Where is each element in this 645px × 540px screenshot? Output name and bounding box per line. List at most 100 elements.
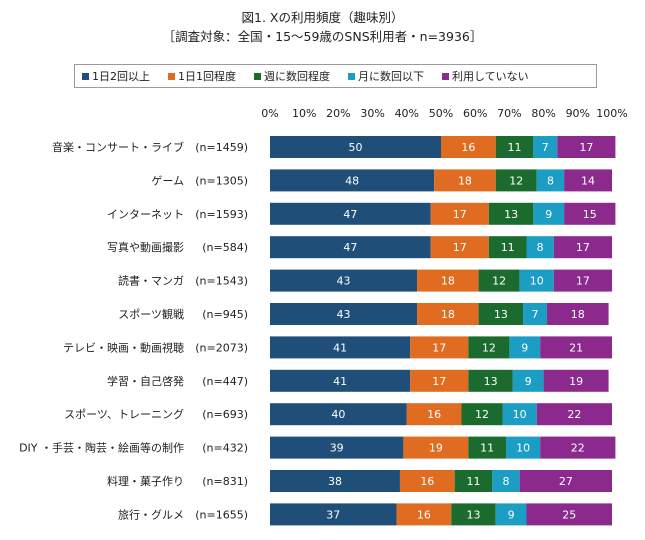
category-n-label: (n=1305) [195,174,248,187]
bar-segment [451,503,496,526]
category-n-label: (n=1655) [195,508,248,521]
data-label: 17 [576,241,590,254]
x-tick-label: 70% [497,107,521,120]
data-label: 12 [475,408,489,421]
data-label: 9 [508,508,515,521]
legend-item: 週に数回程度 [254,68,330,84]
data-label: 18 [441,275,455,288]
bar-segment [533,136,558,158]
category-label: ゲーム [151,174,184,187]
bar-segment [478,269,520,292]
data-label: 8 [547,174,554,187]
legend-label: 1日2回以上 [92,70,150,83]
category-n-label: (n=831) [202,475,248,488]
bar-segment [270,202,431,225]
legend-item: 1日1回程度 [168,68,236,84]
data-label: 17 [579,141,593,154]
bar-segment [434,169,496,192]
x-tick-label: 0% [261,107,278,120]
data-label: 8 [502,475,509,488]
bar-segment [417,303,479,325]
bar-segment [564,169,612,192]
data-label: 22 [571,442,585,455]
x-tick-label: 100% [596,107,627,120]
legend-swatch [348,72,355,80]
bar-segment [270,336,411,359]
category-label: DIY ・手芸・陶芸・絵画等の制作 [19,441,184,455]
legend-swatch [82,72,89,80]
data-label: 18 [458,174,472,187]
bar-segment [270,503,397,526]
data-label: 16 [427,408,441,421]
bar-segment [478,303,524,325]
bar-segment [512,369,544,392]
bar-segment [526,503,612,526]
bar-segment [270,236,431,259]
data-label: 11 [508,141,522,154]
bar-segment [410,369,469,392]
data-label: 43 [337,308,351,321]
chart-legend: 1日2回以上 1日1回程度 週に数回程度 月に数回以下 利用していない [74,64,597,88]
bar-segment [564,202,616,225]
data-label: 41 [333,341,347,354]
category-n-label: (n=432) [202,442,248,455]
x-tick-label: 50% [429,107,453,120]
bar-segment [270,369,411,392]
data-label: 16 [420,475,434,488]
legend-swatch [168,72,175,80]
bar-segment [468,369,513,392]
data-label: 16 [417,508,431,521]
data-label: 41 [333,375,347,388]
data-label: 9 [521,341,528,354]
category-n-label: (n=693) [202,408,248,421]
legend-label: 月に数回以下 [358,70,424,83]
bar-segment [454,470,493,492]
bar-segment [505,436,541,459]
bar-segment [410,336,469,359]
data-label: 47 [343,208,357,221]
data-label: 12 [482,341,496,354]
bar-segment [270,136,441,158]
bar-segment [553,236,612,259]
data-label: 50 [349,141,363,154]
bar-segment [403,436,469,459]
data-label: 39 [330,442,344,455]
bar-segment [406,403,462,426]
bar-segment [519,470,612,492]
bar-segment [540,336,612,359]
data-label: 13 [484,375,498,388]
data-label: 19 [429,442,443,455]
data-label: 48 [345,174,359,187]
x-tick-label: 10% [292,107,316,120]
data-label: 10 [516,442,530,455]
data-label: 17 [453,208,467,221]
bar-segment [270,303,418,325]
legend-swatch [442,72,449,80]
bar-segment [536,403,612,426]
category-n-label: (n=447) [202,375,248,388]
bar-segment [533,202,565,225]
data-label: 12 [492,275,506,288]
chart-subtitle: ［調査対象：全国・15～59歳のSNS利用者・n=3936］ [162,29,483,44]
data-label: 18 [441,308,455,321]
data-label: 11 [480,442,494,455]
x-tick-label: 80% [531,107,555,120]
data-label: 25 [562,508,576,521]
bar-segment [526,236,554,259]
bar-segment [495,169,537,192]
legend-label: 週に数回程度 [264,70,330,83]
bar-segment [495,503,527,526]
bar-segment [509,336,541,359]
legend-item: 月に数回以下 [348,68,424,84]
data-label: 7 [532,308,539,321]
data-label: 27 [559,475,573,488]
data-label: 40 [331,408,345,421]
data-label: 14 [581,174,595,187]
bar-segment [270,269,418,292]
data-label: 17 [453,241,467,254]
data-label: 9 [525,375,532,388]
legend-swatch [254,72,261,80]
bar-segment [270,403,407,426]
x-tick-label: 60% [463,107,487,120]
data-label: 17 [576,275,590,288]
